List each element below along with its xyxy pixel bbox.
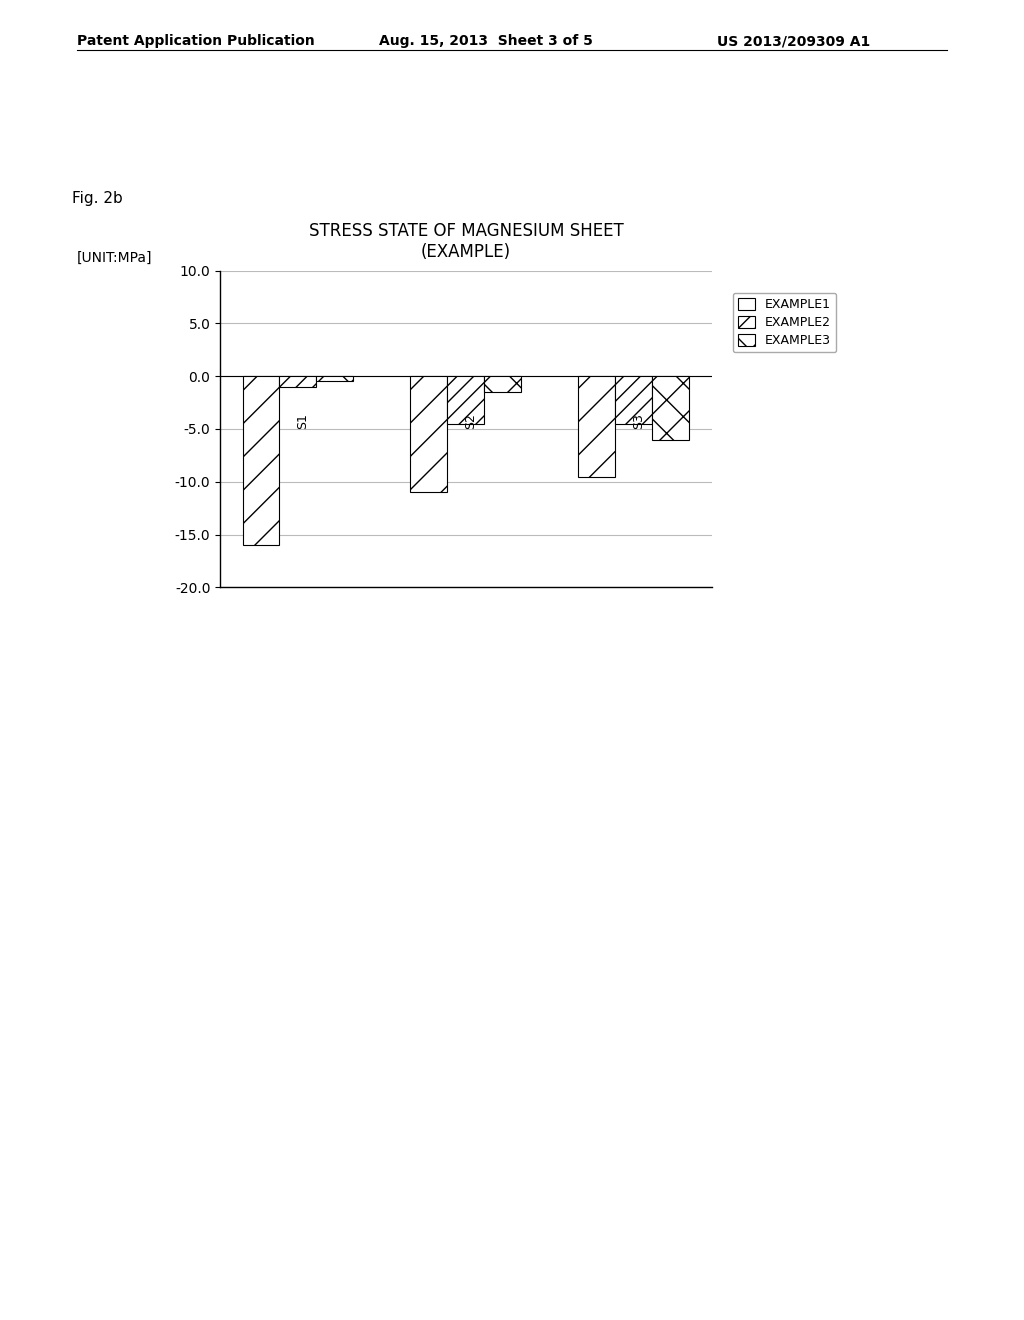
Text: Fig. 2b: Fig. 2b: [72, 191, 123, 206]
Text: S3: S3: [633, 413, 645, 429]
Bar: [447, 376, 484, 424]
Bar: [484, 376, 521, 392]
Bar: [316, 376, 353, 381]
Text: Patent Application Publication: Patent Application Publication: [77, 34, 314, 49]
Bar: [652, 376, 689, 440]
Bar: [280, 376, 316, 387]
Bar: [615, 376, 652, 424]
Text: US 2013/209309 A1: US 2013/209309 A1: [717, 34, 870, 49]
Legend: EXAMPLE1, EXAMPLE2, EXAMPLE3: EXAMPLE1, EXAMPLE2, EXAMPLE3: [733, 293, 837, 352]
Title: STRESS STATE OF MAGNESIUM SHEET
(EXAMPLE): STRESS STATE OF MAGNESIUM SHEET (EXAMPLE…: [308, 222, 624, 261]
Text: [UNIT:MPa]: [UNIT:MPa]: [77, 251, 153, 265]
Text: Aug. 15, 2013  Sheet 3 of 5: Aug. 15, 2013 Sheet 3 of 5: [379, 34, 593, 49]
Bar: [411, 376, 447, 492]
Text: S2: S2: [465, 413, 477, 429]
Bar: [243, 376, 280, 545]
Bar: [579, 376, 615, 477]
Text: S1: S1: [297, 413, 309, 429]
